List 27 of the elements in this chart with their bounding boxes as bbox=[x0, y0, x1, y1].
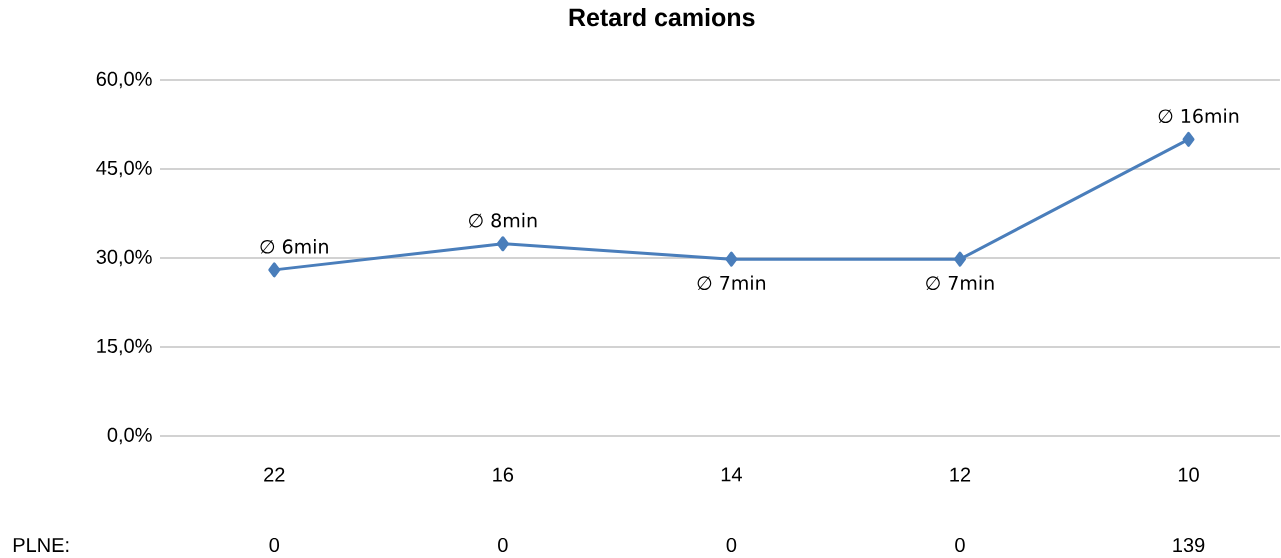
annotation: ∅ 16min bbox=[1158, 108, 1239, 124]
annotation: ∅ 7min bbox=[697, 275, 766, 291]
annotation: ∅ 7min bbox=[926, 275, 994, 291]
point bbox=[496, 236, 509, 252]
y-tick-label: 60,0% bbox=[96, 71, 152, 89]
x-tick-label: 22 bbox=[264, 467, 285, 482]
y-tick-label: 15,0% bbox=[97, 338, 152, 356]
text: 0 bbox=[498, 537, 508, 553]
y-tick-label: 45,0% bbox=[96, 160, 152, 178]
text: 139 bbox=[1173, 537, 1205, 553]
text: PLNE: bbox=[13, 538, 69, 552]
text: 0 bbox=[269, 537, 280, 553]
point bbox=[953, 251, 966, 267]
annotation: ∅ 8min bbox=[469, 212, 537, 228]
point bbox=[725, 251, 738, 267]
x-tick-label: 10 bbox=[1178, 467, 1199, 482]
text: 0 bbox=[955, 537, 965, 553]
text: 0 bbox=[726, 537, 737, 553]
point bbox=[1182, 131, 1195, 147]
x-tick-label: 16 bbox=[493, 467, 514, 482]
x-tick-label: 14 bbox=[721, 467, 742, 482]
y-tick-label: 0,0% bbox=[107, 427, 152, 445]
chart-title: Retard camions bbox=[569, 7, 755, 27]
point bbox=[268, 262, 281, 278]
y-tick-label: 30,0% bbox=[96, 249, 152, 267]
annotation: ∅ 6min bbox=[260, 238, 328, 254]
x-tick-label: 12 bbox=[950, 467, 971, 482]
